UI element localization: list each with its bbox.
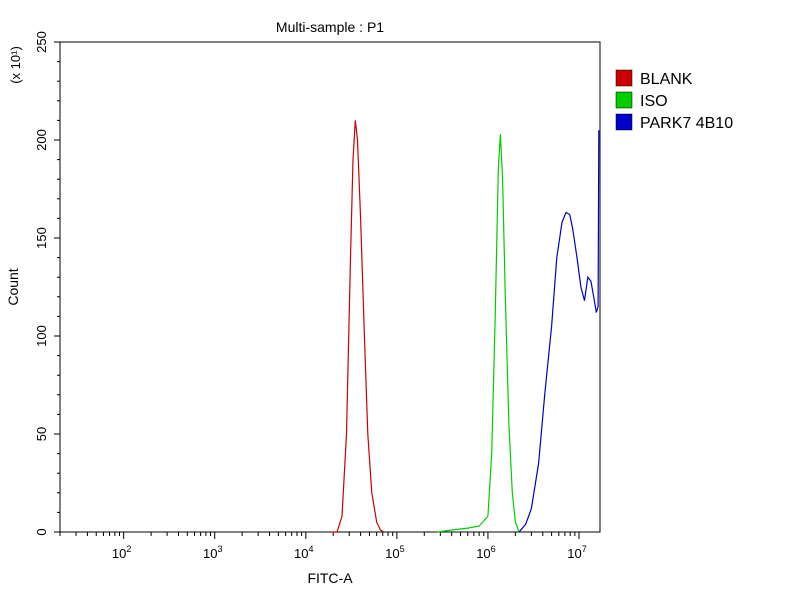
legend-swatch bbox=[615, 91, 633, 109]
x-tick-label: 107 bbox=[567, 544, 586, 561]
y-tick-label: 100 bbox=[34, 325, 49, 347]
legend: BLANK ISO PARK7 4B10 bbox=[615, 69, 733, 132]
axis-ticks bbox=[54, 41, 580, 539]
series-line-park7-4b10 bbox=[518, 130, 600, 533]
y-tick-label: 50 bbox=[34, 427, 49, 441]
x-tick-label: 102 bbox=[112, 544, 131, 561]
chart-title: Multi-sample : P1 bbox=[276, 19, 384, 35]
x-axis-label: FITC-A bbox=[307, 570, 353, 586]
y-axis-multiplier: (x 10¹) bbox=[8, 46, 23, 84]
y-tick-labels: 0 50 100 150 200 250 bbox=[34, 31, 49, 535]
legend-label: PARK7 4B10 bbox=[640, 115, 733, 132]
x-tick-label: 106 bbox=[476, 544, 495, 561]
x-tick-label: 103 bbox=[203, 544, 222, 561]
x-tick-label: 105 bbox=[385, 544, 404, 561]
y-tick-label: 150 bbox=[34, 227, 49, 249]
x-tick-label: 104 bbox=[294, 544, 313, 561]
y-tick-label: 0 bbox=[34, 528, 49, 535]
x-tick-labels: 102 103 104 105 106 107 bbox=[112, 544, 587, 561]
legend-label: ISO bbox=[640, 93, 668, 110]
y-tick-label: 250 bbox=[34, 31, 49, 53]
legend-swatch bbox=[615, 113, 633, 131]
series-layer bbox=[331, 120, 600, 533]
plot-frame bbox=[59, 41, 601, 533]
series-line-iso bbox=[437, 134, 520, 533]
y-tick-label: 200 bbox=[34, 129, 49, 151]
series-line-blank bbox=[331, 120, 385, 533]
legend-label: BLANK bbox=[640, 71, 693, 88]
legend-swatch bbox=[615, 69, 633, 87]
y-axis-label: Count bbox=[5, 268, 21, 305]
